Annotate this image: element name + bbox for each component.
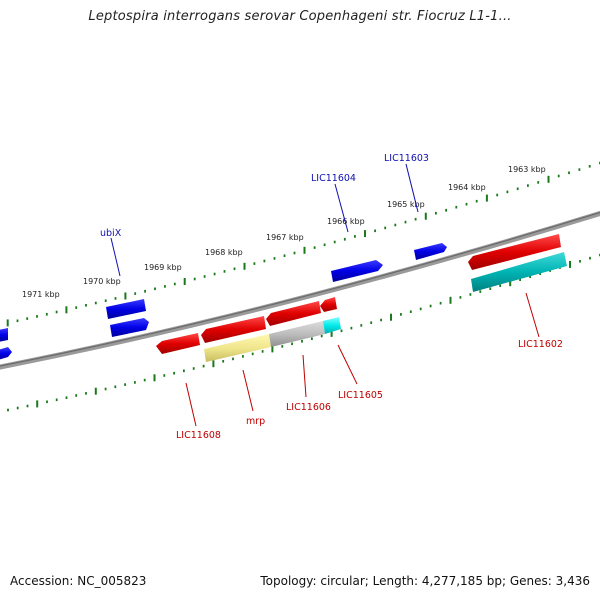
- gene-ubiX[interactable]: [106, 299, 146, 319]
- gene-LIC11608[interactable]: [156, 333, 200, 354]
- gene-yellow-block[interactable]: [204, 334, 271, 362]
- leader-LIC11606: [302, 354, 307, 398]
- label-LIC11603[interactable]: LIC11603: [384, 153, 429, 164]
- scale-label-1964: 1964 kbp: [448, 183, 486, 192]
- genome-backbone: [0, 210, 600, 370]
- label-LIC11608[interactable]: LIC11608: [176, 430, 221, 441]
- gene-teal-block[interactable]: [471, 252, 567, 292]
- gene-LIC11606-red[interactable]: [266, 301, 321, 326]
- forward-genes: [0, 243, 447, 360]
- scale-label-1966: 1966 kbp: [327, 217, 365, 226]
- label-ubiX[interactable]: ubiX: [100, 228, 122, 239]
- gene-gray-block[interactable]: [269, 321, 325, 347]
- leader-LIC11604: [334, 183, 349, 233]
- leader-LIC11603: [405, 163, 419, 213]
- label-mrp[interactable]: mrp: [246, 416, 265, 427]
- gene-labels: ubiX LIC11604 LIC11603 LIC11602 LIC11605…: [100, 153, 563, 441]
- gene-LIC11604[interactable]: [331, 260, 383, 282]
- scale-label-1965: 1965 kbp: [387, 200, 425, 209]
- forward-scale-track: [6, 161, 600, 327]
- reverse-genes: [156, 234, 567, 362]
- label-LIC11602[interactable]: LIC11602: [518, 339, 563, 350]
- genome-backbone-highlight: [0, 211, 600, 367]
- label-leaders: [110, 163, 540, 427]
- label-LIC11606[interactable]: LIC11606: [286, 402, 331, 413]
- gene-cyan-block[interactable]: [323, 317, 341, 334]
- genome-title: Leptospira interrogans serovar Copenhage…: [88, 9, 512, 24]
- leader-ubiX: [110, 237, 121, 277]
- genome-summary: Topology: circular; Length: 4,277,185 bp…: [260, 574, 590, 588]
- label-LIC11605[interactable]: LIC11605: [338, 390, 383, 401]
- accession-label: Accession: NC_005823: [10, 574, 147, 588]
- gene-forward-left-edge-2[interactable]: [0, 347, 12, 360]
- leader-LIC11605: [337, 344, 358, 385]
- gene-forward-near-ubiX[interactable]: [110, 318, 149, 337]
- scale-label-1968: 1968 kbp: [205, 248, 243, 257]
- scale-label-1971: 1971 kbp: [22, 290, 60, 299]
- gene-forward-left-edge-1[interactable]: [0, 328, 8, 342]
- scale-label-1969: 1969 kbp: [144, 263, 182, 272]
- scale-label-1967: 1967 kbp: [266, 233, 304, 242]
- leader-LIC11608: [185, 382, 197, 427]
- scale-label-1970: 1970 kbp: [83, 277, 121, 286]
- gene-mrp[interactable]: [201, 316, 266, 343]
- gene-LIC11605-red[interactable]: [320, 297, 337, 312]
- gene-LIC11602[interactable]: [468, 234, 561, 270]
- scale-labels: 1971 kbp 1970 kbp 1969 kbp 1968 kbp 1967…: [22, 165, 546, 299]
- gene-LIC11603[interactable]: [414, 243, 447, 260]
- leader-LIC11602: [525, 292, 540, 338]
- scale-label-1963: 1963 kbp: [508, 165, 546, 174]
- leader-mrp: [242, 369, 254, 412]
- label-LIC11604[interactable]: LIC11604: [311, 173, 356, 184]
